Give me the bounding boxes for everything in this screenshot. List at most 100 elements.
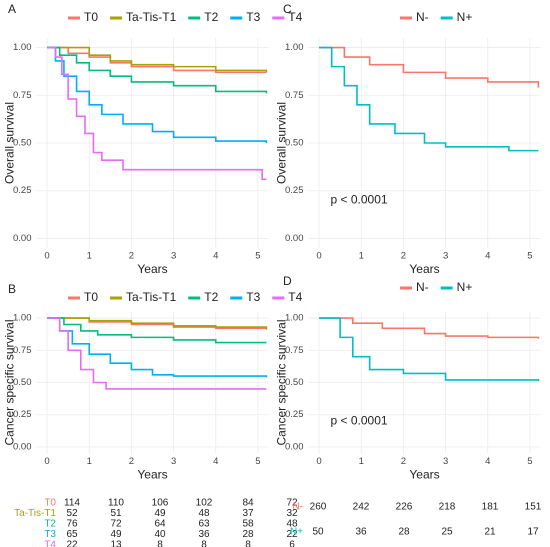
risk-count: 50 bbox=[312, 527, 324, 538]
y-tick-label: 1.00 bbox=[13, 313, 32, 324]
risk-count: 8 bbox=[157, 540, 163, 547]
risk-row-label: Ta-Tis-T1 bbox=[14, 508, 56, 519]
risk-count: 17 bbox=[527, 527, 539, 538]
y-tick-label: 0.50 bbox=[13, 138, 32, 149]
risk-count: 151 bbox=[525, 502, 542, 513]
y-tick-label: 0.00 bbox=[285, 233, 304, 244]
risk-count: 22 bbox=[66, 540, 78, 547]
survival-curve bbox=[47, 46, 267, 74]
risk-row-label: T0 bbox=[44, 498, 56, 509]
legend-label: T0 bbox=[84, 10, 98, 24]
risk-row-label: N+ bbox=[290, 527, 303, 538]
x-tick-label: 4 bbox=[485, 251, 490, 262]
x-tick-label: 1 bbox=[87, 251, 92, 262]
y-tick-label: 0.00 bbox=[285, 441, 304, 452]
x-tick-label: 5 bbox=[255, 456, 260, 467]
x-tick-label: 0 bbox=[316, 251, 321, 262]
x-tick-label: 1 bbox=[359, 456, 364, 467]
y-tick-label: 0.75 bbox=[13, 90, 32, 101]
x-tick-label: 0 bbox=[44, 456, 49, 467]
risk-count: 110 bbox=[108, 498, 124, 509]
x-tick-label: 3 bbox=[171, 251, 176, 262]
x-tick-label: 3 bbox=[443, 456, 448, 467]
y-axis-title: Cancer specific survival bbox=[3, 319, 17, 445]
p-value: p < 0.0001 bbox=[331, 192, 388, 206]
y-tick-label: 1.00 bbox=[13, 42, 32, 53]
risk-count: 51 bbox=[110, 508, 122, 519]
y-axis-title: Cancer specific survival bbox=[275, 319, 289, 445]
y-tick-label: 0.00 bbox=[13, 441, 32, 452]
y-tick-label: 0.25 bbox=[13, 185, 32, 196]
y-tick-label: 0.75 bbox=[13, 345, 32, 356]
legend-label: N+ bbox=[457, 10, 473, 24]
risk-count: 181 bbox=[482, 502, 499, 513]
x-tick-label: 3 bbox=[443, 251, 448, 262]
legend-label: T4 bbox=[288, 290, 302, 304]
risk-count: 21 bbox=[484, 527, 496, 538]
risk-count: 72 bbox=[286, 498, 298, 509]
y-tick-label: 1.00 bbox=[285, 313, 304, 324]
risk-count: 76 bbox=[66, 519, 78, 530]
x-tick-label: 1 bbox=[87, 456, 92, 467]
x-tick-label: 4 bbox=[213, 456, 218, 467]
risk-count: 52 bbox=[66, 508, 78, 519]
risk-count: 13 bbox=[110, 540, 122, 547]
x-tick-label: 2 bbox=[401, 251, 406, 262]
risk-count: 114 bbox=[64, 498, 80, 509]
risk-count: 72 bbox=[110, 519, 122, 530]
legend-label: T2 bbox=[204, 290, 218, 304]
risk-count: 6 bbox=[289, 540, 295, 547]
risk-row-label: T4 bbox=[44, 540, 56, 547]
survival-curve bbox=[47, 46, 268, 143]
risk-count: 63 bbox=[198, 519, 210, 530]
y-tick-label: 0.25 bbox=[285, 185, 304, 196]
risk-count: 25 bbox=[441, 527, 453, 538]
y-tick-label: 0.50 bbox=[285, 138, 304, 149]
survival-curve bbox=[47, 46, 267, 181]
y-axis-title: Overall survival bbox=[3, 102, 17, 184]
risk-row-label: T3 bbox=[44, 529, 56, 540]
survival-curve bbox=[319, 46, 540, 88]
survival-curve bbox=[47, 46, 268, 94]
x-axis-title: Years bbox=[409, 262, 439, 276]
legend-label: Ta-Tis-T1 bbox=[126, 290, 177, 304]
p-value: p < 0.0001 bbox=[331, 413, 388, 427]
risk-count: 58 bbox=[242, 519, 254, 530]
y-tick-label: 0.50 bbox=[285, 377, 304, 388]
survival-curve bbox=[47, 317, 268, 330]
panel-label: C bbox=[283, 2, 292, 16]
legend-label: N- bbox=[416, 10, 429, 24]
risk-count: 84 bbox=[242, 498, 254, 509]
risk-row-label: T2 bbox=[44, 519, 56, 530]
y-tick-label: 0.00 bbox=[13, 233, 32, 244]
risk-count: 226 bbox=[396, 502, 413, 513]
x-axis-title: Years bbox=[137, 468, 167, 482]
legend-label: T4 bbox=[288, 10, 302, 24]
legend-label: N+ bbox=[457, 280, 473, 294]
y-axis-title: Overall survival bbox=[275, 102, 289, 184]
risk-count: 36 bbox=[355, 527, 367, 538]
x-tick-label: 5 bbox=[527, 456, 532, 467]
y-tick-label: 0.25 bbox=[285, 409, 304, 420]
x-tick-label: 2 bbox=[401, 456, 406, 467]
risk-count: 64 bbox=[154, 519, 166, 530]
risk-count: 49 bbox=[110, 529, 122, 540]
risk-count: 36 bbox=[198, 529, 210, 540]
x-tick-label: 0 bbox=[316, 456, 321, 467]
risk-count: 48 bbox=[286, 519, 298, 530]
risk-count: 65 bbox=[66, 529, 78, 540]
panel-label: D bbox=[283, 274, 292, 288]
x-tick-label: 5 bbox=[255, 251, 260, 262]
risk-count: 28 bbox=[242, 529, 254, 540]
y-tick-label: 0.50 bbox=[13, 377, 32, 388]
risk-count: 106 bbox=[152, 498, 169, 509]
legend-label: Ta-Tis-T1 bbox=[126, 10, 177, 24]
risk-count: 22 bbox=[286, 529, 298, 540]
x-axis-title: Years bbox=[137, 262, 167, 276]
risk-count: 49 bbox=[154, 508, 166, 519]
x-tick-label: 4 bbox=[485, 456, 490, 467]
panel-label: B bbox=[8, 282, 16, 296]
risk-count: 242 bbox=[353, 502, 370, 513]
x-tick-label: 0 bbox=[44, 251, 49, 262]
